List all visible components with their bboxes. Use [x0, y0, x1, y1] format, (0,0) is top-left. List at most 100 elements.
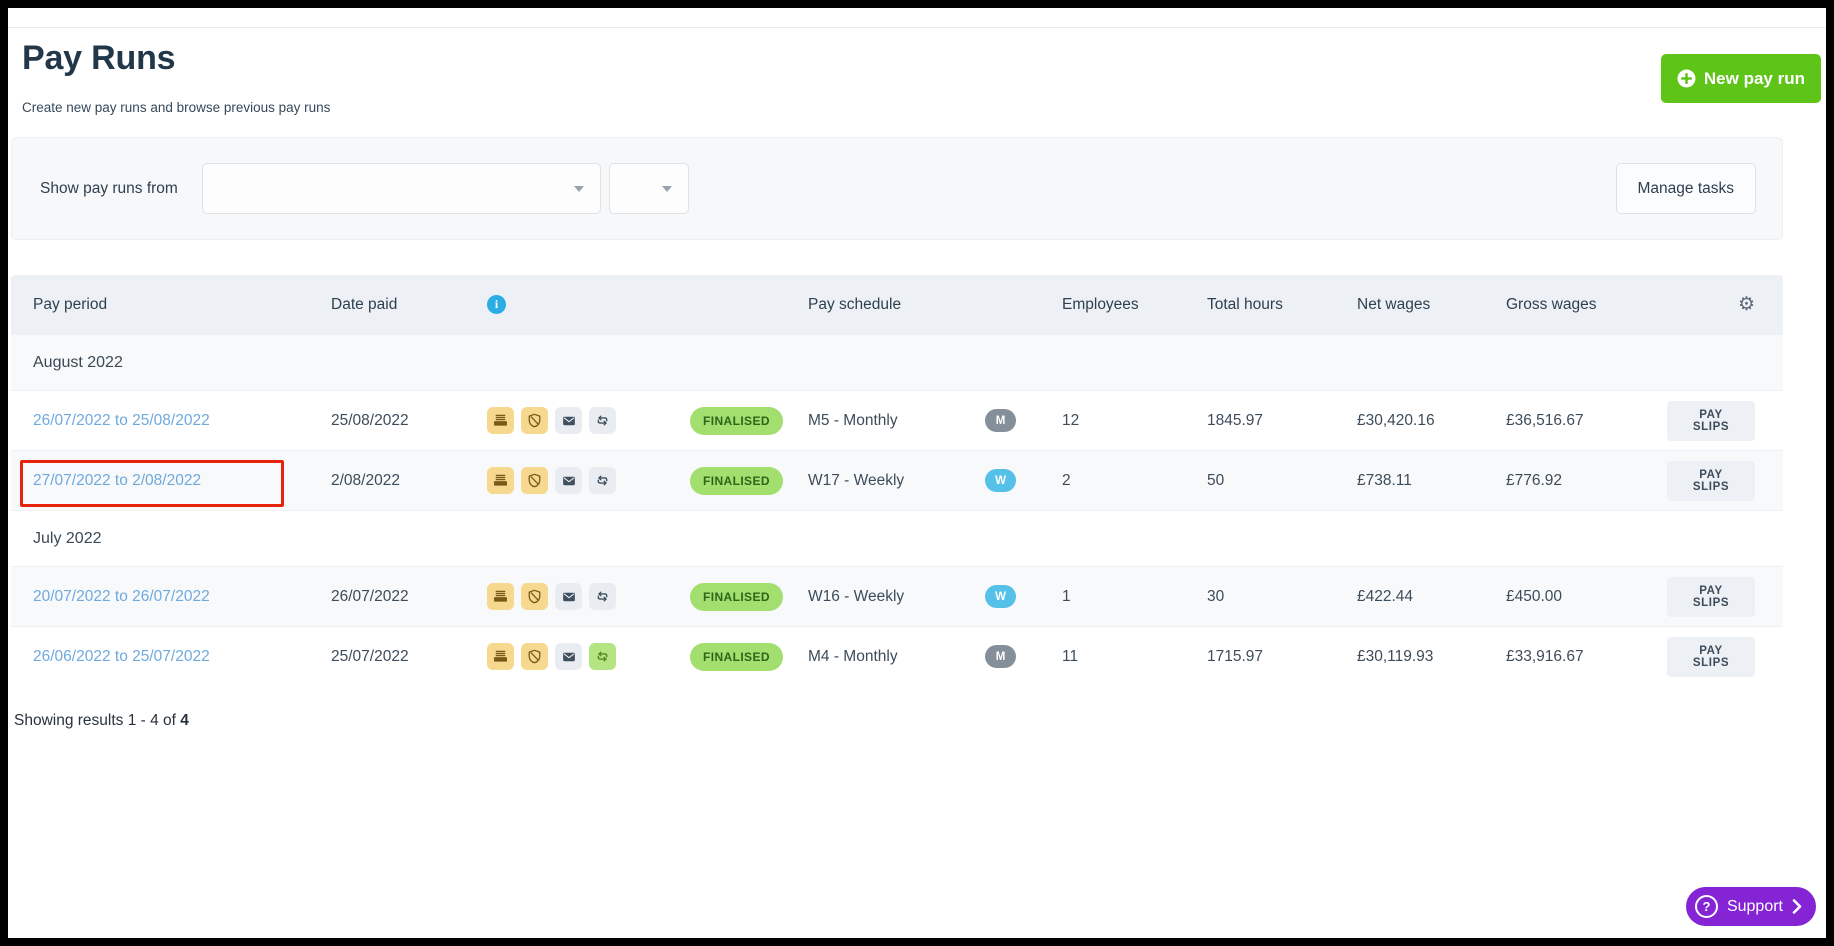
pay-period-link[interactable]: 26/06/2022 to 25/07/2022	[33, 647, 210, 665]
email-icon	[555, 643, 582, 670]
sync-icon	[589, 643, 616, 670]
gross-wages: £450.00	[1506, 587, 1563, 605]
chevron-down-icon	[573, 185, 584, 192]
page-subtitle: Create new pay runs and browse previous …	[22, 100, 331, 115]
pay-period-link[interactable]: 26/07/2022 to 25/08/2022	[33, 411, 210, 429]
pay-runs-from-select[interactable]	[201, 163, 601, 214]
employees-count: 1	[1062, 587, 1071, 605]
table-body: August 2022 26/07/2022 to 25/08/2022 25/08…	[11, 334, 1783, 686]
pay-slips-button[interactable]: PAY SLIPS	[1667, 636, 1755, 677]
shield-icon	[521, 467, 548, 494]
schedule-type-badge: M	[985, 409, 1016, 432]
page-header: Pay Runs Create new pay runs and browse …	[8, 28, 1826, 115]
pay-runs-year-select[interactable]	[608, 163, 689, 214]
top-bar	[8, 8, 1826, 28]
employees-count: 12	[1062, 411, 1080, 429]
page-title: Pay Runs	[22, 39, 176, 77]
pay-run-row: 20/07/2022 to 26/07/2022 26/07/2022 FINALI…	[11, 566, 1783, 626]
filter-label: Show pay runs from	[40, 179, 178, 197]
status-icons	[467, 643, 670, 670]
new-pay-run-label: New pay run	[1703, 68, 1805, 88]
gross-wages: £776.92	[1506, 471, 1563, 489]
schedule-type-badge: W	[985, 469, 1016, 492]
pay-slips-button[interactable]: PAY SLIPS	[1667, 460, 1755, 501]
status-icons	[467, 407, 670, 434]
payslips-printed-icon	[487, 583, 514, 610]
pay-period-link[interactable]: 27/07/2022 to 2/08/2022	[33, 471, 202, 489]
total-hours: 50	[1207, 471, 1225, 489]
date-paid: 25/08/2022	[331, 411, 409, 429]
shield-icon	[521, 407, 548, 434]
results-text: Showing results 1 - 4 of	[14, 712, 181, 729]
email-icon	[555, 583, 582, 610]
pay-slips-button[interactable]: PAY SLIPS	[1667, 400, 1755, 441]
status-icons	[467, 467, 670, 494]
plus-icon	[1677, 69, 1696, 88]
net-wages: £422.44	[1357, 587, 1414, 605]
results-summary: Showing results 1 - 4 of 4	[14, 712, 1826, 730]
col-employees: Employees	[1062, 295, 1139, 313]
email-icon	[555, 467, 582, 494]
shield-icon	[521, 643, 548, 670]
table-header-row: Pay period Date paid i Pay schedule Empl…	[11, 275, 1783, 334]
pay-schedule: M4 - Monthly	[808, 647, 898, 665]
shield-icon	[521, 583, 548, 610]
group-header-row: August 2022	[11, 334, 1783, 390]
status-icons	[467, 583, 670, 610]
pay-schedule: W17 - Weekly	[808, 471, 905, 489]
pay-schedule: W16 - Weekly	[808, 587, 905, 605]
settings-gear-icon[interactable]: ⚙	[1737, 294, 1755, 315]
sync-icon	[589, 583, 616, 610]
col-pay-period: Pay period	[33, 295, 108, 313]
support-label: Support	[1726, 897, 1783, 915]
status-badge: FINALISED	[690, 466, 783, 495]
total-hours: 30	[1207, 587, 1225, 605]
schedule-type-badge: M	[985, 645, 1016, 668]
payslips-printed-icon	[487, 643, 514, 670]
net-wages: £738.11	[1357, 471, 1412, 489]
sync-icon	[589, 407, 616, 434]
results-total: 4	[180, 712, 189, 729]
status-badge: FINALISED	[690, 582, 783, 611]
date-paid: 26/07/2022	[331, 587, 409, 605]
payslips-printed-icon	[487, 467, 514, 494]
pay-slips-button[interactable]: PAY SLIPS	[1667, 576, 1755, 617]
gross-wages: £36,516.67	[1506, 411, 1584, 429]
pay-run-row: 27/07/2022 to 2/08/2022 2/08/2022 FINALISE…	[11, 450, 1783, 510]
chevron-down-icon	[661, 185, 672, 192]
sync-icon	[589, 467, 616, 494]
employees-count: 2	[1062, 471, 1071, 489]
chevron-right-icon	[1792, 899, 1802, 914]
group-header-row: July 2022	[11, 510, 1783, 566]
date-paid: 2/08/2022	[331, 471, 400, 489]
support-button[interactable]: ? Support	[1685, 887, 1816, 926]
col-gross-wages: Gross wages	[1506, 295, 1597, 313]
status-badge: FINALISED	[690, 642, 783, 671]
net-wages: £30,420.16	[1357, 411, 1435, 429]
net-wages: £30,119.93	[1357, 647, 1434, 665]
col-pay-schedule: Pay schedule	[808, 295, 902, 313]
total-hours: 1845.97	[1207, 411, 1264, 429]
total-hours: 1715.97	[1207, 647, 1264, 665]
col-total-hours: Total hours	[1207, 295, 1283, 313]
gross-wages: £33,916.67	[1506, 647, 1584, 665]
new-pay-run-button[interactable]: New pay run	[1660, 54, 1821, 103]
employees-count: 11	[1062, 647, 1079, 665]
pay-run-row: 26/06/2022 to 25/07/2022 25/07/2022 FINALI…	[11, 626, 1783, 686]
schedule-type-badge: W	[985, 585, 1016, 608]
question-icon: ?	[1694, 895, 1718, 918]
info-icon[interactable]: i	[487, 295, 506, 314]
filter-bar: Show pay runs from Manage tasks	[11, 137, 1783, 240]
pay-run-row: 26/07/2022 to 25/08/2022 25/08/2022 FINALI…	[11, 390, 1783, 450]
payslips-printed-icon	[487, 407, 514, 434]
email-icon	[555, 407, 582, 434]
pay-period-link[interactable]: 20/07/2022 to 26/07/2022	[33, 587, 210, 605]
manage-tasks-button[interactable]: Manage tasks	[1615, 163, 1756, 214]
date-paid: 25/07/2022	[331, 647, 409, 665]
pay-runs-table: Pay period Date paid i Pay schedule Empl…	[11, 275, 1783, 686]
status-badge: FINALISED	[690, 406, 783, 435]
pay-schedule: M5 - Monthly	[808, 411, 898, 429]
col-net-wages: Net wages	[1357, 295, 1431, 313]
col-date-paid: Date paid	[331, 295, 398, 313]
